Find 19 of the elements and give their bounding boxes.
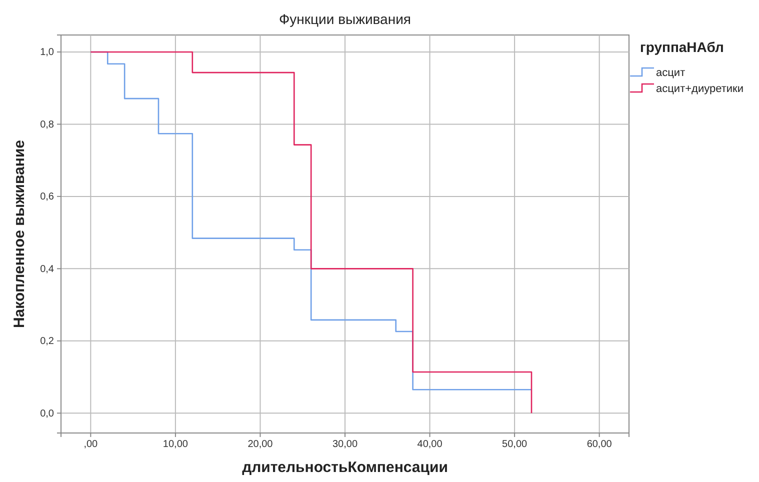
y-tick-label: 0,6 xyxy=(40,192,54,203)
y-tick-label: 0,8 xyxy=(40,119,54,130)
legend-label: асцит xyxy=(656,67,686,79)
x-tick-label: 50,00 xyxy=(502,439,528,450)
x-tick-label: 40,00 xyxy=(417,439,443,450)
chart-title: Функции выживания xyxy=(279,11,411,27)
y-tick-label: 0,4 xyxy=(40,264,54,275)
x-tick-label: 60,00 xyxy=(586,439,612,450)
legend-title: группаНАбл xyxy=(640,39,724,55)
y-tick-label: 1,0 xyxy=(40,47,54,58)
y-axis-title: Накопленное выживание xyxy=(11,140,28,328)
y-tick-label: 0,2 xyxy=(40,336,54,348)
x-tick-label: 20,00 xyxy=(248,439,274,450)
y-tick-label: 0,0 xyxy=(40,408,54,420)
x-tick-label: ,00 xyxy=(84,439,98,450)
x-tick-label: 30,00 xyxy=(332,439,358,450)
legend-label: асцит+диуретики xyxy=(656,83,744,95)
x-tick-label: 10,00 xyxy=(162,439,188,450)
x-axis-title: длительностьКомпенсации xyxy=(242,459,448,476)
